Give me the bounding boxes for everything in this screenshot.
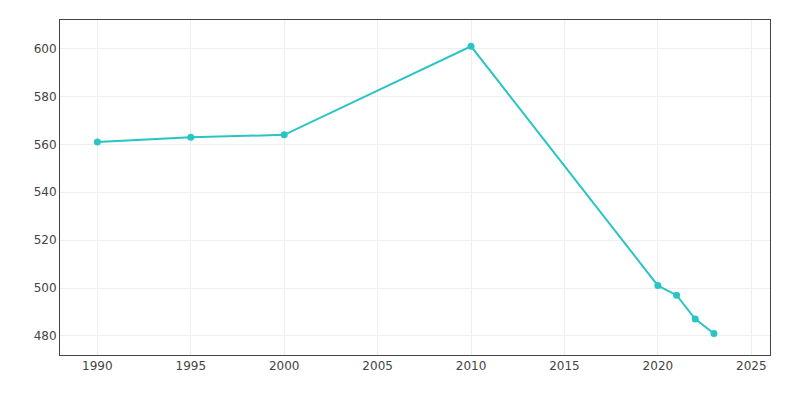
- svg-text:600: 600: [34, 42, 57, 56]
- svg-text:560: 560: [34, 138, 57, 152]
- svg-text:580: 580: [34, 90, 57, 104]
- svg-text:2000: 2000: [269, 359, 300, 373]
- svg-text:2005: 2005: [362, 359, 393, 373]
- svg-text:2015: 2015: [549, 359, 580, 373]
- svg-text:480: 480: [34, 329, 57, 343]
- svg-text:520: 520: [34, 233, 57, 247]
- svg-text:2020: 2020: [643, 359, 674, 373]
- svg-text:2025: 2025: [736, 359, 767, 373]
- svg-text:540: 540: [34, 185, 57, 199]
- svg-text:1990: 1990: [82, 359, 113, 373]
- svg-text:1995: 1995: [176, 359, 207, 373]
- svg-text:500: 500: [34, 281, 57, 295]
- svg-text:2010: 2010: [456, 359, 487, 373]
